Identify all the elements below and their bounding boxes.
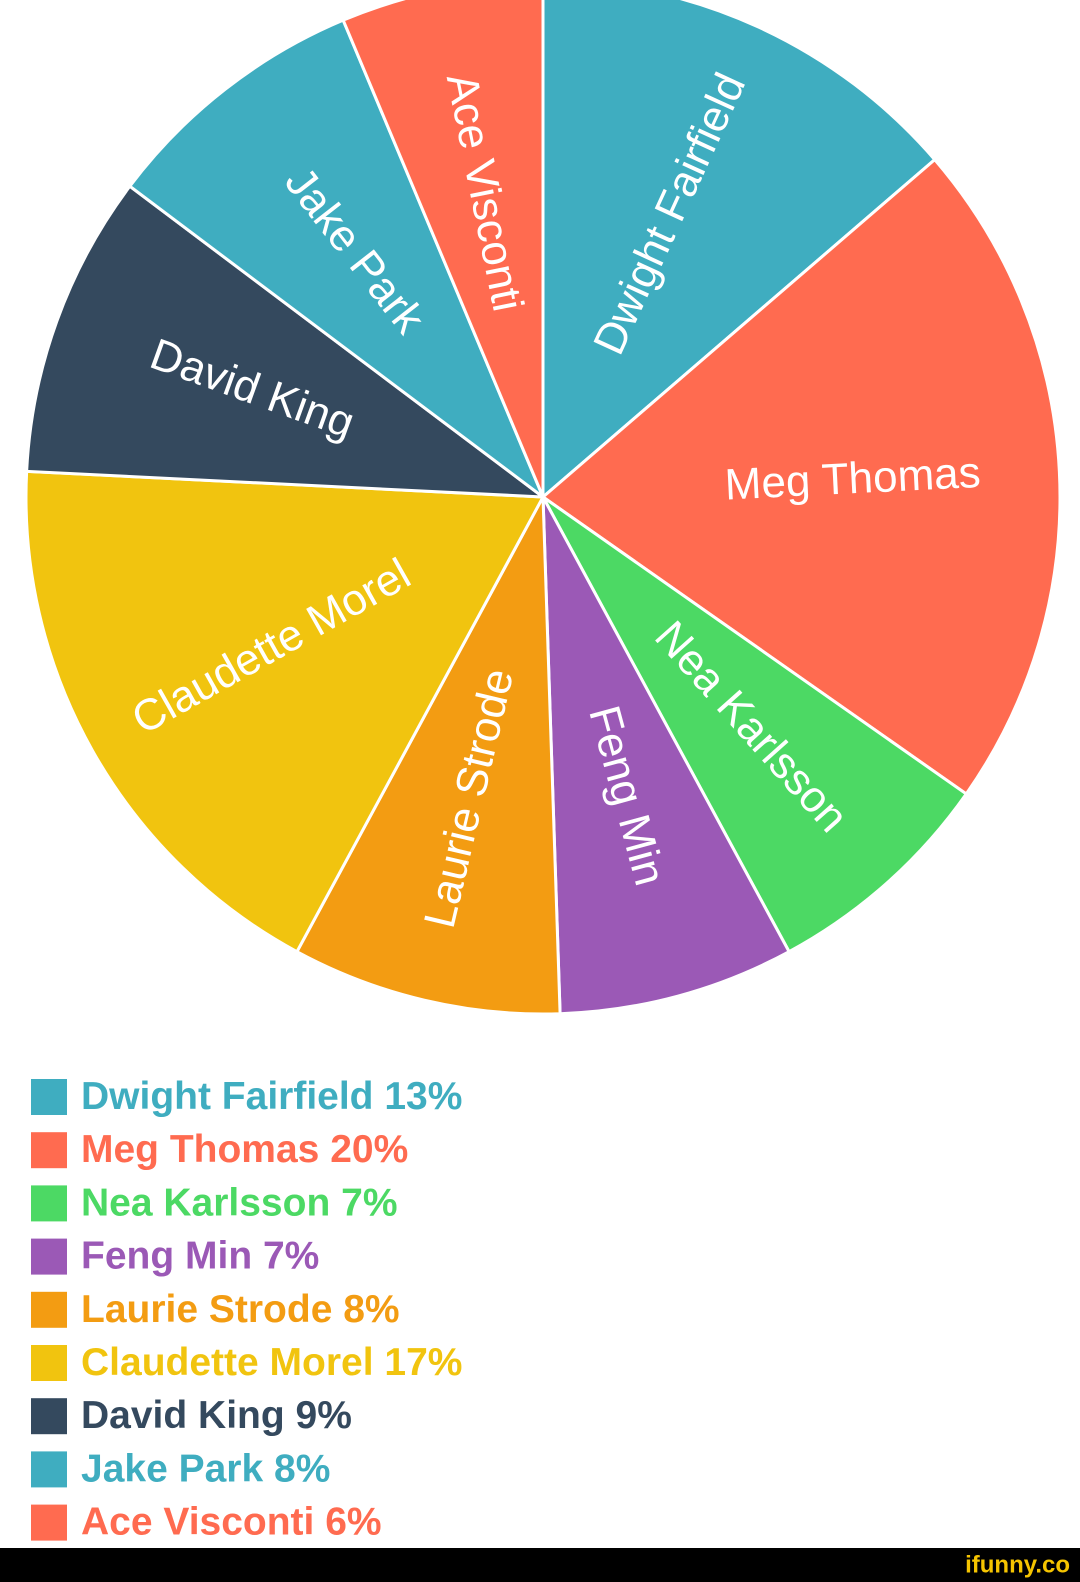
legend-swatch	[31, 1291, 67, 1328]
legend-name: Nea Karlsson	[81, 1182, 330, 1225]
pie-slice	[341, 0, 545, 498]
legend-value: 7%	[263, 1235, 319, 1278]
pie-slice	[127, 18, 547, 502]
pie-slice	[540, 157, 1062, 797]
legend-text: Claudette Morel 17%	[81, 1341, 462, 1384]
pie-slice	[25, 184, 548, 499]
pie-slice	[24, 469, 546, 954]
legend-text: David King 9%	[81, 1394, 352, 1437]
legend-text: Laurie Strode 8%	[81, 1288, 400, 1331]
legend-name: Dwight Fairfield	[81, 1075, 374, 1118]
legend-swatch	[31, 1345, 67, 1381]
legend-name: Jake Park	[81, 1448, 263, 1491]
legend-text: Feng Min 7%	[81, 1235, 319, 1278]
legend-value: 9%	[296, 1394, 352, 1437]
legend-value: 8%	[274, 1448, 330, 1491]
legend-swatch	[31, 1132, 67, 1169]
legend-text: Nea Karlsson 7%	[81, 1182, 398, 1225]
legend-value: 20%	[330, 1128, 408, 1171]
legend-text: Meg Thomas 20%	[81, 1128, 408, 1171]
legend-name: Laurie Strode	[81, 1288, 332, 1331]
legend-text: Ace Visconti 6%	[81, 1501, 382, 1544]
legend-swatch	[31, 1504, 67, 1541]
legend-name: Claudette Morel	[81, 1341, 374, 1384]
pie-slice	[541, 495, 969, 954]
watermark: ifunny.co	[965, 1551, 1070, 1578]
legend-swatch	[31, 1079, 67, 1115]
legend-swatch	[31, 1185, 67, 1222]
legend-name: Feng Min	[81, 1235, 252, 1278]
legend-name: David King	[81, 1394, 285, 1437]
pie-slice	[294, 491, 562, 1016]
legend-value: 8%	[343, 1288, 399, 1331]
legend-name: Ace Visconti	[81, 1501, 314, 1544]
legend-value: 17%	[384, 1341, 462, 1384]
legend-value: 13%	[384, 1075, 462, 1118]
pie-slice	[541, 0, 937, 501]
pie-slice	[541, 496, 792, 1016]
legend-value: 6%	[325, 1501, 381, 1544]
legend-text: Dwight Fairfield 13%	[81, 1075, 462, 1118]
legend-name: Meg Thomas	[81, 1128, 319, 1171]
legend-swatch	[31, 1398, 67, 1435]
legend-text: Jake Park 8%	[81, 1448, 330, 1491]
legend-swatch	[31, 1451, 67, 1488]
footer-bar	[0, 1548, 1080, 1582]
legend-value: 7%	[341, 1182, 397, 1225]
legend-swatch	[31, 1238, 67, 1275]
